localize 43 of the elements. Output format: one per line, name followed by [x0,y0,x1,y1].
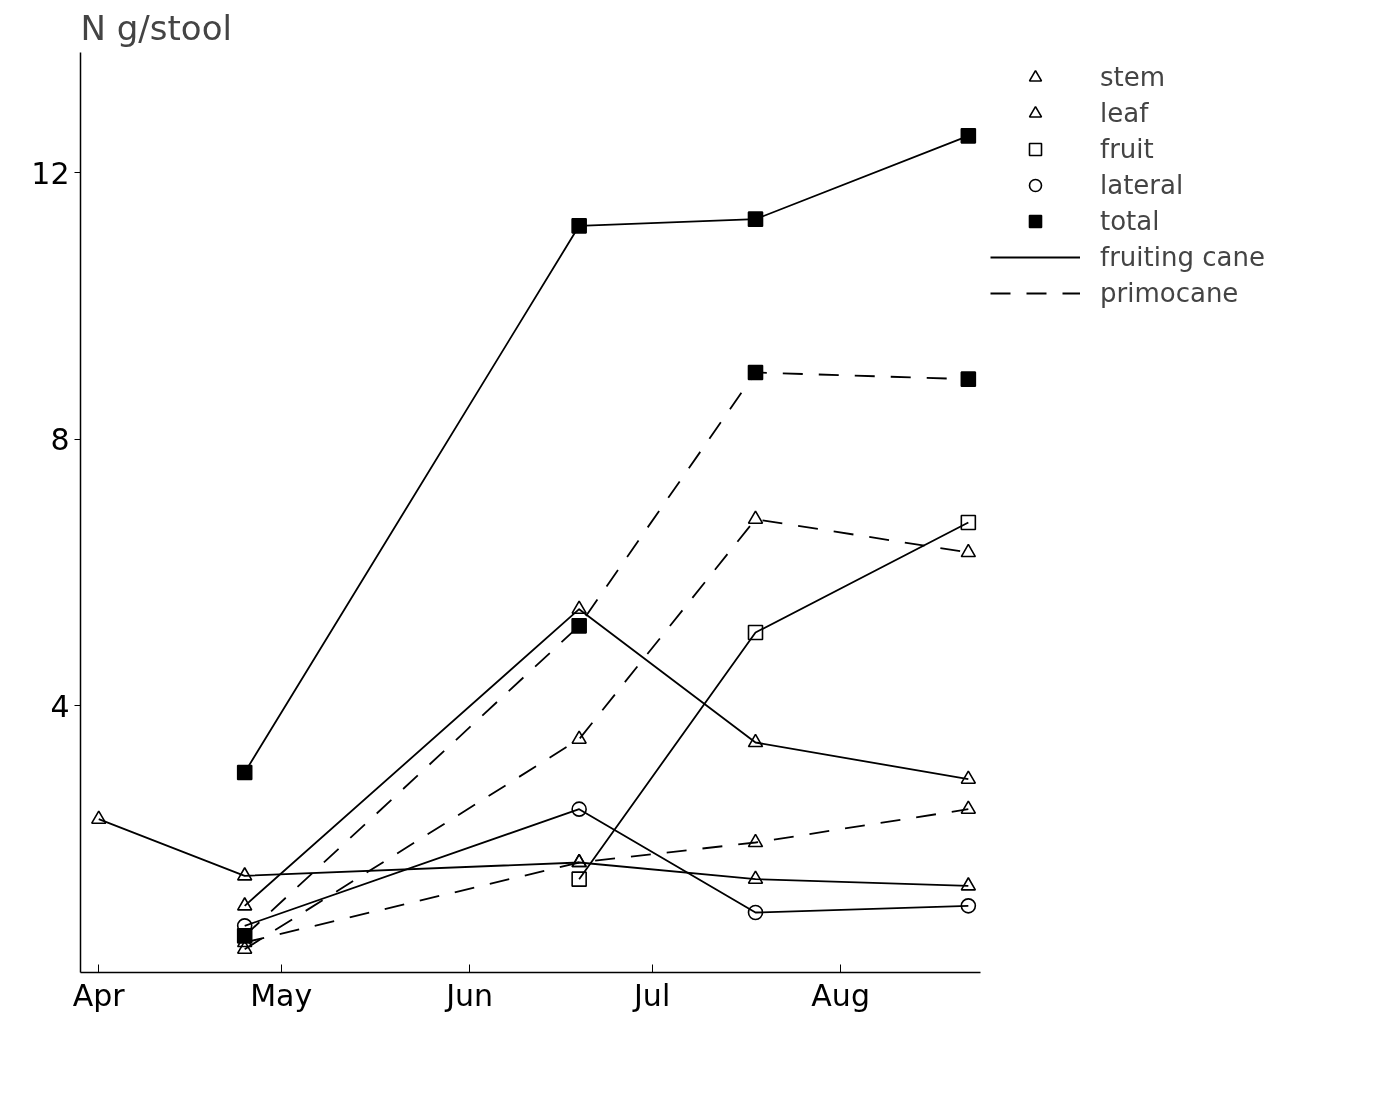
legend-label: stem [1100,62,1166,92]
point [747,833,764,848]
x-tick-label: Aug [811,977,870,1013]
point [90,810,107,825]
legend-label: total [1100,206,1160,236]
point [747,510,764,525]
legend-label: lateral [1100,170,1184,200]
text: primocane [1100,278,1239,308]
text: fruiting cane [1100,242,1265,272]
point [236,928,253,944]
legend-label: fruit [1100,134,1154,164]
point [571,730,587,745]
point [571,218,587,234]
point [960,371,977,387]
point [960,770,977,785]
point [747,870,764,885]
x-tick-label: May [250,977,313,1013]
point [747,211,764,227]
point [236,866,253,881]
point [571,618,587,634]
point [571,801,587,817]
point [960,514,977,531]
y-tick-label: 4 [50,688,70,724]
point [960,128,977,144]
x-tick-label: Jul [632,977,671,1013]
y-tick-label: 12 [31,155,70,191]
point [960,876,977,891]
point [960,800,977,815]
point [236,896,253,911]
point [747,733,764,748]
y-axis-title: N g/stool [80,7,232,48]
point [960,898,977,914]
point [960,543,977,558]
point [747,624,764,641]
x-tick-label: Jun [444,977,494,1013]
point [571,871,587,887]
point [236,764,253,781]
x-tick-label: Apr [72,977,126,1013]
point [747,364,764,381]
point [571,600,587,615]
point [747,904,764,921]
legend-label: leaf [1100,98,1149,128]
y-tick-label: 8 [50,422,70,458]
